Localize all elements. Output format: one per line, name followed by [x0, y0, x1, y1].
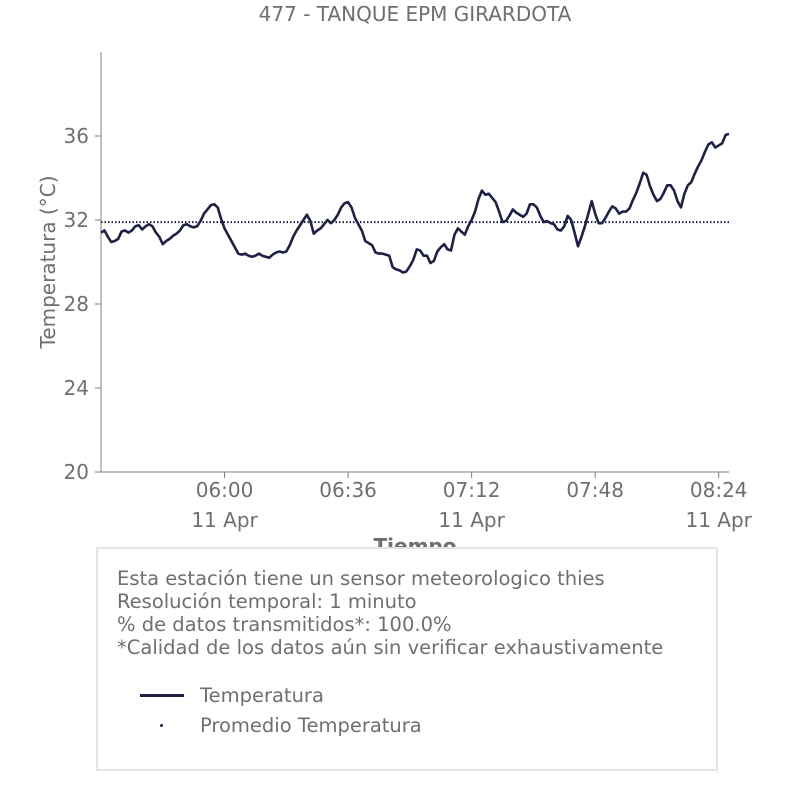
x-tick-date-label: 11 Apr [686, 508, 753, 532]
x-tick-label: 06:36 [319, 478, 377, 502]
legend: Temperatura Promedio Temperatura [140, 680, 422, 740]
legend-swatch-solid [140, 685, 184, 705]
legend-swatch-dotted [140, 715, 184, 735]
info-line-resolution: Resolución temporal: 1 minuto [117, 590, 417, 613]
plot-area [100, 132, 730, 274]
x-tick-label: 07:12 [443, 478, 501, 502]
chart-title: 477 - TANQUE EPM GIRARDOTA [259, 2, 572, 26]
y-tick-label: 20 [64, 460, 89, 484]
x-tick-date-label: 11 Apr [438, 508, 505, 532]
y-ticks: 20 24 28 32 36 [64, 124, 101, 484]
info-line-quality: *Calidad de los datos aún sin verificar … [117, 636, 664, 659]
series-temperatura [100, 132, 730, 274]
info-box: Esta estación tiene un sensor meteorolog… [96, 547, 718, 771]
legend-label-promedio: Promedio Temperatura [200, 713, 422, 737]
y-tick-label: 24 [64, 376, 89, 400]
y-tick-label: 36 [64, 124, 89, 148]
x-tick-label: 07:48 [566, 478, 624, 502]
x-tick-label: 08:24 [690, 478, 748, 502]
y-tick-label: 28 [64, 292, 89, 316]
info-line-sensor: Esta estación tiene un sensor meteorolog… [117, 567, 605, 590]
legend-item-temperatura: Temperatura [140, 680, 422, 710]
axes [100, 52, 729, 473]
legend-label-temperatura: Temperatura [200, 683, 324, 707]
info-line-transmitted: % de datos transmitidos*: 100.0% [117, 613, 452, 636]
x-ticks: 06:00 11 Apr 06:36 07:12 11 Apr 07:48 08:24 11 … [191, 472, 753, 532]
x-tick-label: 06:00 [196, 478, 254, 502]
legend-item-promedio: Promedio Temperatura [140, 710, 422, 740]
info-text: Esta estación tiene un sensor meteorolog… [117, 567, 663, 659]
y-tick-label: 32 [64, 208, 89, 232]
y-axis-title: Temperatura (°C) [36, 175, 60, 349]
x-tick-date-label: 11 Apr [191, 508, 258, 532]
